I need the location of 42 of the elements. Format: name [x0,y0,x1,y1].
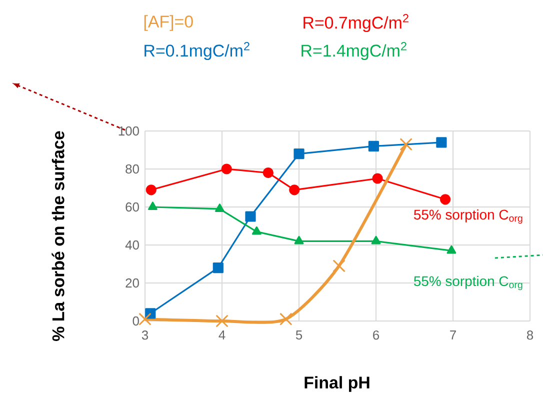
y-tick-label: 0 [132,316,139,326]
text: [AF]=0 [144,15,193,31]
x-tick-label: 8 [526,330,534,340]
y-tick-label: 80 [126,164,139,174]
text: R=0.7mgC/m$^{2}$ [304,14,408,32]
x-tick-label: 6 [373,330,380,340]
x-tick-label: 7 [450,330,456,340]
point [289,184,300,196]
annotation: 55% sorption C$_{org}$ [414,276,522,290]
point [440,194,451,205]
point [138,312,152,326]
point [372,173,383,184]
text: R=1.4mgC/m$^{2}$ [302,42,406,60]
point [368,140,379,152]
point [280,312,292,326]
y-tick-label: 60 [126,202,139,212]
point [216,314,228,328]
x-axis-title: Final pH [304,376,370,392]
point [436,137,447,148]
point [252,226,262,235]
point [294,148,304,160]
text: R=0.1mgC/m$^{2}$ [144,42,250,60]
point [221,164,232,174]
point [294,236,304,244]
point [146,184,156,196]
y-tick-label: 20 [126,278,139,288]
y-axis-title: % La sorbé on the surface [52,131,64,341]
point [262,167,274,178]
x-tick-label: 5 [296,330,302,340]
point [446,245,456,254]
point [215,204,224,212]
x-tick-label: 4 [218,330,226,340]
y-tick-label: 100 [118,126,139,136]
point [245,211,256,222]
x-tick-label: 3 [142,330,148,340]
annotation: 55% sorption C$_{org}$ [414,209,522,224]
point [400,138,412,151]
point [212,262,224,274]
point [371,236,381,244]
point [148,202,158,210]
y-tick-label: 40 [125,240,139,250]
point [332,259,346,272]
